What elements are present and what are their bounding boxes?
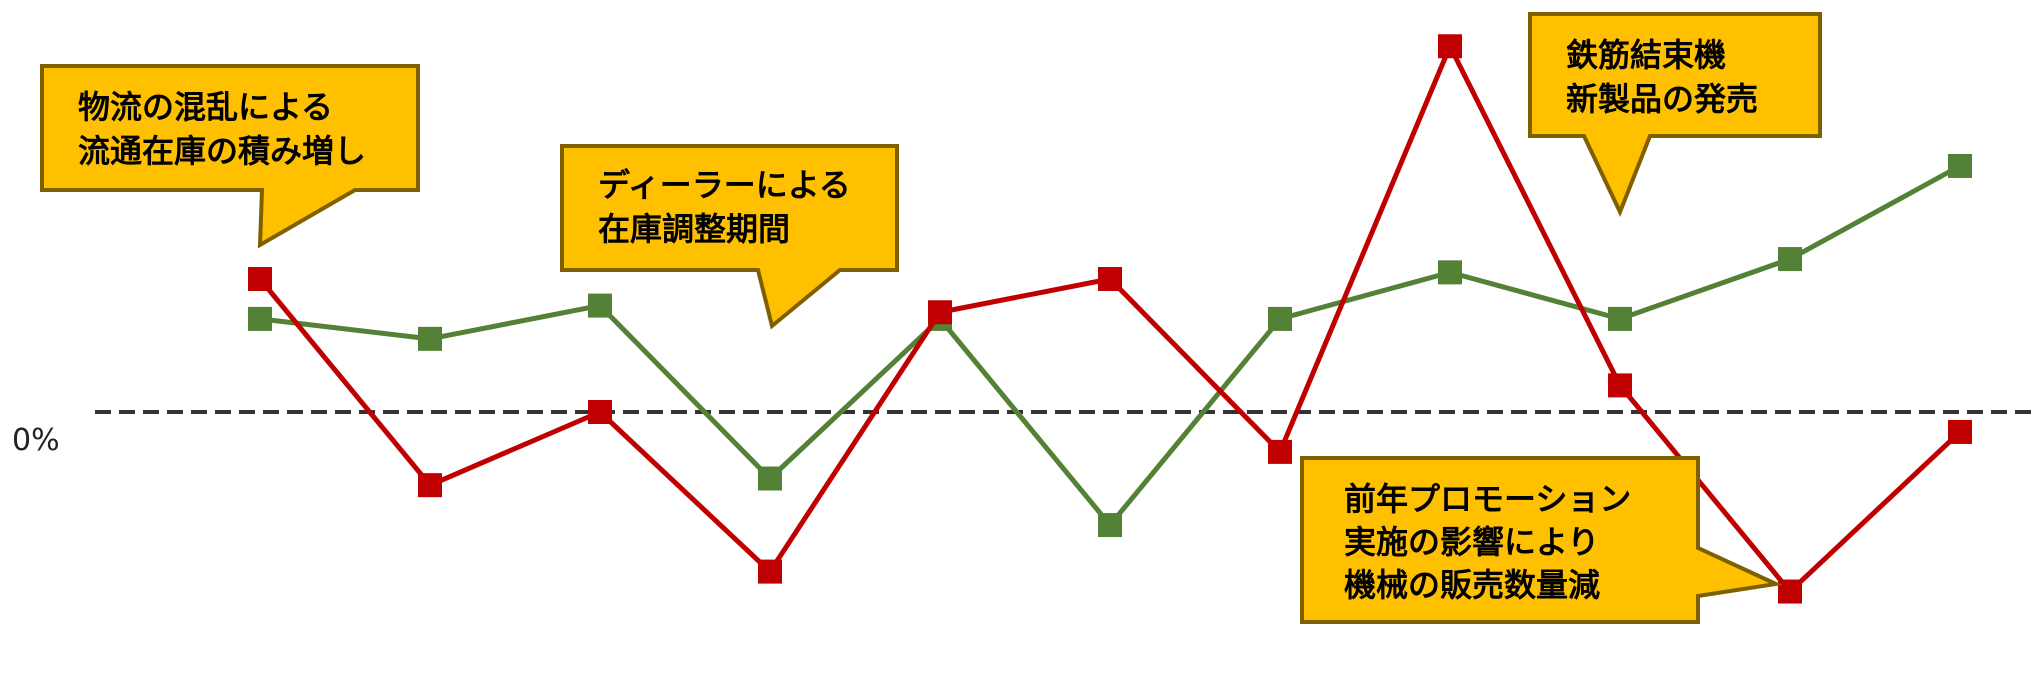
data-point — [1778, 579, 1802, 604]
data-point — [1438, 34, 1462, 59]
annotation-line: 前年プロモーション — [1344, 480, 1631, 518]
annotation-line: 流通在庫の積み増し — [78, 132, 366, 170]
annotation-line: ディーラーによる — [598, 166, 851, 204]
annotation-line: 新製品の発売 — [1566, 80, 1758, 118]
data-point — [758, 466, 782, 491]
data-point — [418, 326, 442, 351]
data-point — [758, 559, 782, 584]
series-0 — [248, 34, 1972, 604]
data-point — [1268, 306, 1292, 331]
data-point — [1098, 267, 1122, 291]
series-1 — [248, 153, 1972, 538]
data-point — [1438, 260, 1462, 285]
data-point — [1778, 247, 1802, 272]
annotation-bubble — [1300, 456, 1783, 624]
data-point — [928, 300, 952, 325]
annotation-line: 実施の影響により — [1344, 523, 1599, 561]
data-point — [1608, 373, 1632, 398]
annotation-line: 鉄筋結束機 — [1566, 36, 1726, 74]
data-point — [1948, 153, 1972, 178]
data-point — [248, 267, 272, 291]
annotation-line: 物流の混乱による — [78, 88, 333, 126]
annotation-bubble — [560, 144, 899, 330]
data-point — [248, 306, 272, 331]
series-layer — [248, 34, 1972, 604]
data-point — [1098, 513, 1122, 538]
data-point — [1948, 419, 1972, 444]
annotation-line: 機械の販売数量減 — [1344, 566, 1600, 604]
annotation-inventory-buildup: 物流の混乱による 流通在庫の積み増し — [40, 64, 420, 249]
annotation-dealer-adjustment: ディーラーによる 在庫調整期間 — [560, 144, 899, 330]
annotation-bubble — [40, 64, 420, 249]
annotation-line: 在庫調整期間 — [598, 210, 790, 248]
series-line — [259, 163, 1962, 528]
zero-label: 0% — [12, 423, 60, 458]
annotation-bubble — [1528, 12, 1822, 218]
annotation-new-product: 鉄筋結束機 新製品の発売 — [1528, 12, 1822, 218]
data-point — [1268, 439, 1292, 464]
data-point — [588, 293, 612, 318]
data-point — [418, 473, 442, 498]
data-point — [1608, 306, 1632, 331]
data-point — [588, 400, 612, 424]
annotation-promotion-effect: 前年プロモーション 実施の影響により 機械の販売数量減 — [1300, 456, 1783, 624]
